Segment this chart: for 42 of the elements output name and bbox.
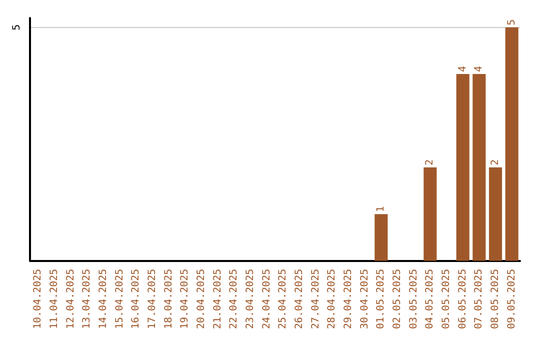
x-tick-label: 19.04.2025 <box>180 268 191 330</box>
bar <box>472 74 486 261</box>
x-tick-label: 17.04.2025 <box>147 268 158 330</box>
x-tick-label: 03.05.2025 <box>408 268 420 330</box>
x-tick-label: 11.04.2025 <box>49 268 60 330</box>
x-tick-label: 29.04.2025 <box>343 268 354 330</box>
data-label: 4 <box>457 66 468 72</box>
x-tick-label: 02.05.2025 <box>392 268 403 330</box>
x-tick-label: 15.04.2025 <box>114 268 126 330</box>
x-tick-label: 21.04.2025 <box>212 268 224 330</box>
x-tick-label: 13.04.2025 <box>82 268 93 330</box>
x-tick-label: 26.04.2025 <box>294 268 305 330</box>
data-label: 1 <box>376 206 387 212</box>
x-tick-label: 25.04.2025 <box>278 268 289 330</box>
x-tick-label: 04.05.2025 <box>424 268 436 330</box>
x-tick-label: 01.05.2025 <box>376 268 387 330</box>
x-tick-label: 09.05.2025 <box>506 268 518 330</box>
bar <box>424 167 437 261</box>
x-tick-label: 22.04.2025 <box>228 268 240 330</box>
x-tick-label: 20.04.2025 <box>196 268 207 330</box>
x-tick-label: 12.04.2025 <box>65 268 76 330</box>
bar <box>488 167 502 261</box>
data-label: 5 <box>506 19 518 26</box>
x-tick-label: 30.04.2025 <box>359 268 370 330</box>
data-label: 4 <box>474 66 485 72</box>
bar <box>505 27 518 261</box>
bar <box>374 214 388 261</box>
bar <box>456 74 470 261</box>
x-tick-label: 18.04.2025 <box>163 268 174 330</box>
x-tick-label: 28.04.2025 <box>326 268 338 330</box>
data-label: 2 <box>490 159 501 166</box>
x-tick-label: 08.05.2025 <box>490 268 501 330</box>
x-tick-label: 23.04.2025 <box>245 268 256 330</box>
data-label: 2 <box>424 159 436 166</box>
x-tick-label: 27.04.2025 <box>310 268 322 330</box>
x-tick-label: 06.05.2025 <box>457 268 468 330</box>
x-tick-label: 14.04.2025 <box>98 268 109 330</box>
x-tick-label: 24.04.2025 <box>261 268 272 330</box>
x-tick-label: 16.04.2025 <box>130 268 142 330</box>
x-tick-label: 05.05.2025 <box>441 268 452 330</box>
x-tick-label: 10.04.2025 <box>32 268 44 330</box>
x-tick-label: 07.05.2025 <box>474 268 485 330</box>
